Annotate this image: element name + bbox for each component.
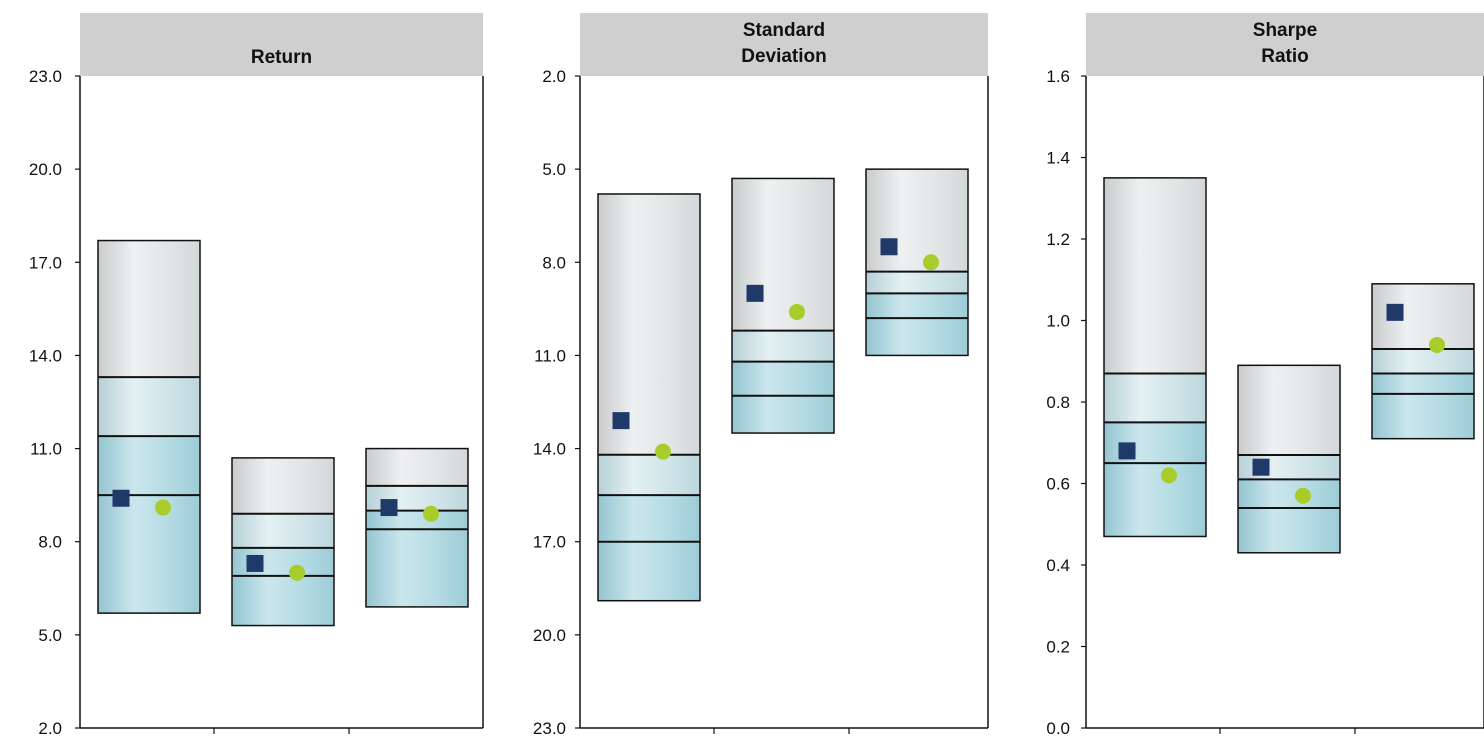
floating-bar-1 xyxy=(1103,177,1207,538)
band-upper-quartile xyxy=(866,271,968,294)
panel-header xyxy=(1086,13,1484,76)
y-tick-label: 23.0 xyxy=(533,719,566,737)
band-top xyxy=(598,193,700,455)
y-tick-label: 17.0 xyxy=(533,533,566,552)
band-top xyxy=(232,457,334,514)
panel-header xyxy=(80,13,483,76)
floating-bar-2 xyxy=(1237,364,1341,554)
band-upper-quartile xyxy=(1104,373,1206,423)
band-lower xyxy=(732,361,834,434)
band-top xyxy=(866,169,968,272)
y-tick-label: 0.8 xyxy=(1046,393,1070,412)
panel-title: Standard Deviation xyxy=(741,20,827,67)
band-upper-quartile xyxy=(732,330,834,362)
bar-outline xyxy=(365,447,469,608)
y-tick-label: 1.6 xyxy=(1046,67,1070,86)
y-tick-label: 0.6 xyxy=(1046,475,1070,494)
band-top xyxy=(366,448,468,486)
y-tick-label: 20.0 xyxy=(29,160,62,179)
floating-bar-3 xyxy=(365,447,469,608)
band-lower xyxy=(366,510,468,607)
y-tick-label: 0.0 xyxy=(1046,719,1070,737)
band-top xyxy=(732,178,834,331)
floating-bar-1 xyxy=(597,193,701,602)
band-upper-quartile xyxy=(1372,349,1474,374)
circle-marker xyxy=(1295,487,1311,504)
square-marker xyxy=(112,489,130,507)
square-marker xyxy=(1252,458,1270,476)
band-top xyxy=(1238,365,1340,455)
square-marker xyxy=(746,284,764,302)
circle-marker xyxy=(789,303,805,320)
bar-outline xyxy=(231,457,335,627)
y-tick-label: 23.0 xyxy=(29,67,62,86)
y-tick-label: 5.0 xyxy=(542,160,566,179)
circle-marker xyxy=(923,254,939,271)
y-tick-label: 14.0 xyxy=(29,346,62,365)
band-lower xyxy=(866,293,968,356)
circle-marker xyxy=(289,564,305,581)
y-tick-label: 8.0 xyxy=(542,253,566,272)
circle-marker xyxy=(1429,336,1445,353)
floating-bar-2 xyxy=(731,177,835,434)
circle-marker xyxy=(1161,467,1177,484)
y-tick-label: 1.4 xyxy=(1046,149,1070,168)
floating-bar-2 xyxy=(231,457,335,627)
panel-1: Return 23.0 20.0 17.0 14.0 11.0 8.0 5.0 2.0 xyxy=(29,13,484,737)
y-tick-label: 8.0 xyxy=(38,533,62,552)
bar-outline xyxy=(865,168,969,357)
bar-outline xyxy=(1237,364,1341,554)
y-tick-label: 2.0 xyxy=(38,719,62,737)
band-upper-quartile xyxy=(98,377,200,437)
panel-title: Sharpe Ratio xyxy=(1253,20,1317,67)
y-tick-label: 0.2 xyxy=(1046,638,1070,657)
floating-bar-1 xyxy=(97,239,201,614)
y-tick-label: 17.0 xyxy=(29,253,62,272)
band-upper-quartile xyxy=(232,513,334,548)
square-marker xyxy=(612,412,630,430)
panel-3: Sharpe Ratio 1.6 1.4 1.2 1.0 0.8 0.6 0.4 0.2 0.0 xyxy=(1046,13,1484,737)
bar-outline xyxy=(1103,177,1207,538)
square-marker xyxy=(246,554,264,572)
bar-outline xyxy=(731,177,835,434)
y-tick-label: 1.2 xyxy=(1046,230,1070,249)
square-marker xyxy=(1118,442,1136,460)
floating-bar-3 xyxy=(865,168,969,357)
band-lower xyxy=(598,495,700,601)
band-upper-quartile xyxy=(598,454,700,496)
y-tick-label: 0.4 xyxy=(1046,556,1070,575)
band-lower xyxy=(1104,422,1206,537)
square-marker xyxy=(380,499,398,517)
bar-outline xyxy=(97,239,201,614)
square-marker xyxy=(880,238,898,256)
panel-title: Return xyxy=(251,47,312,68)
circle-marker xyxy=(155,499,171,516)
band-top xyxy=(98,240,200,378)
band-top xyxy=(1104,177,1206,374)
panel-2: Standard Deviation 2.0 5.0 8.0 11.0 14.0 17.0 20… xyxy=(533,13,989,737)
y-tick-label: 11.0 xyxy=(534,346,566,365)
circle-marker xyxy=(423,505,439,522)
y-tick-label: 20.0 xyxy=(533,626,566,645)
y-tick-label: 11.0 xyxy=(30,440,62,459)
band-lower xyxy=(98,436,200,614)
y-tick-label: 5.0 xyxy=(38,626,62,645)
bar-outline xyxy=(1371,283,1475,440)
bar-outline xyxy=(597,193,701,602)
circle-marker xyxy=(655,443,671,460)
y-tick-label: 2.0 xyxy=(542,67,566,86)
y-tick-label: 14.0 xyxy=(533,440,566,459)
band-lower xyxy=(1372,373,1474,439)
y-tick-label: 1.0 xyxy=(1046,312,1070,331)
floating-bar-3 xyxy=(1371,283,1475,440)
square-marker xyxy=(1386,303,1404,321)
panel-header xyxy=(580,13,988,76)
band-lower xyxy=(1238,479,1340,553)
